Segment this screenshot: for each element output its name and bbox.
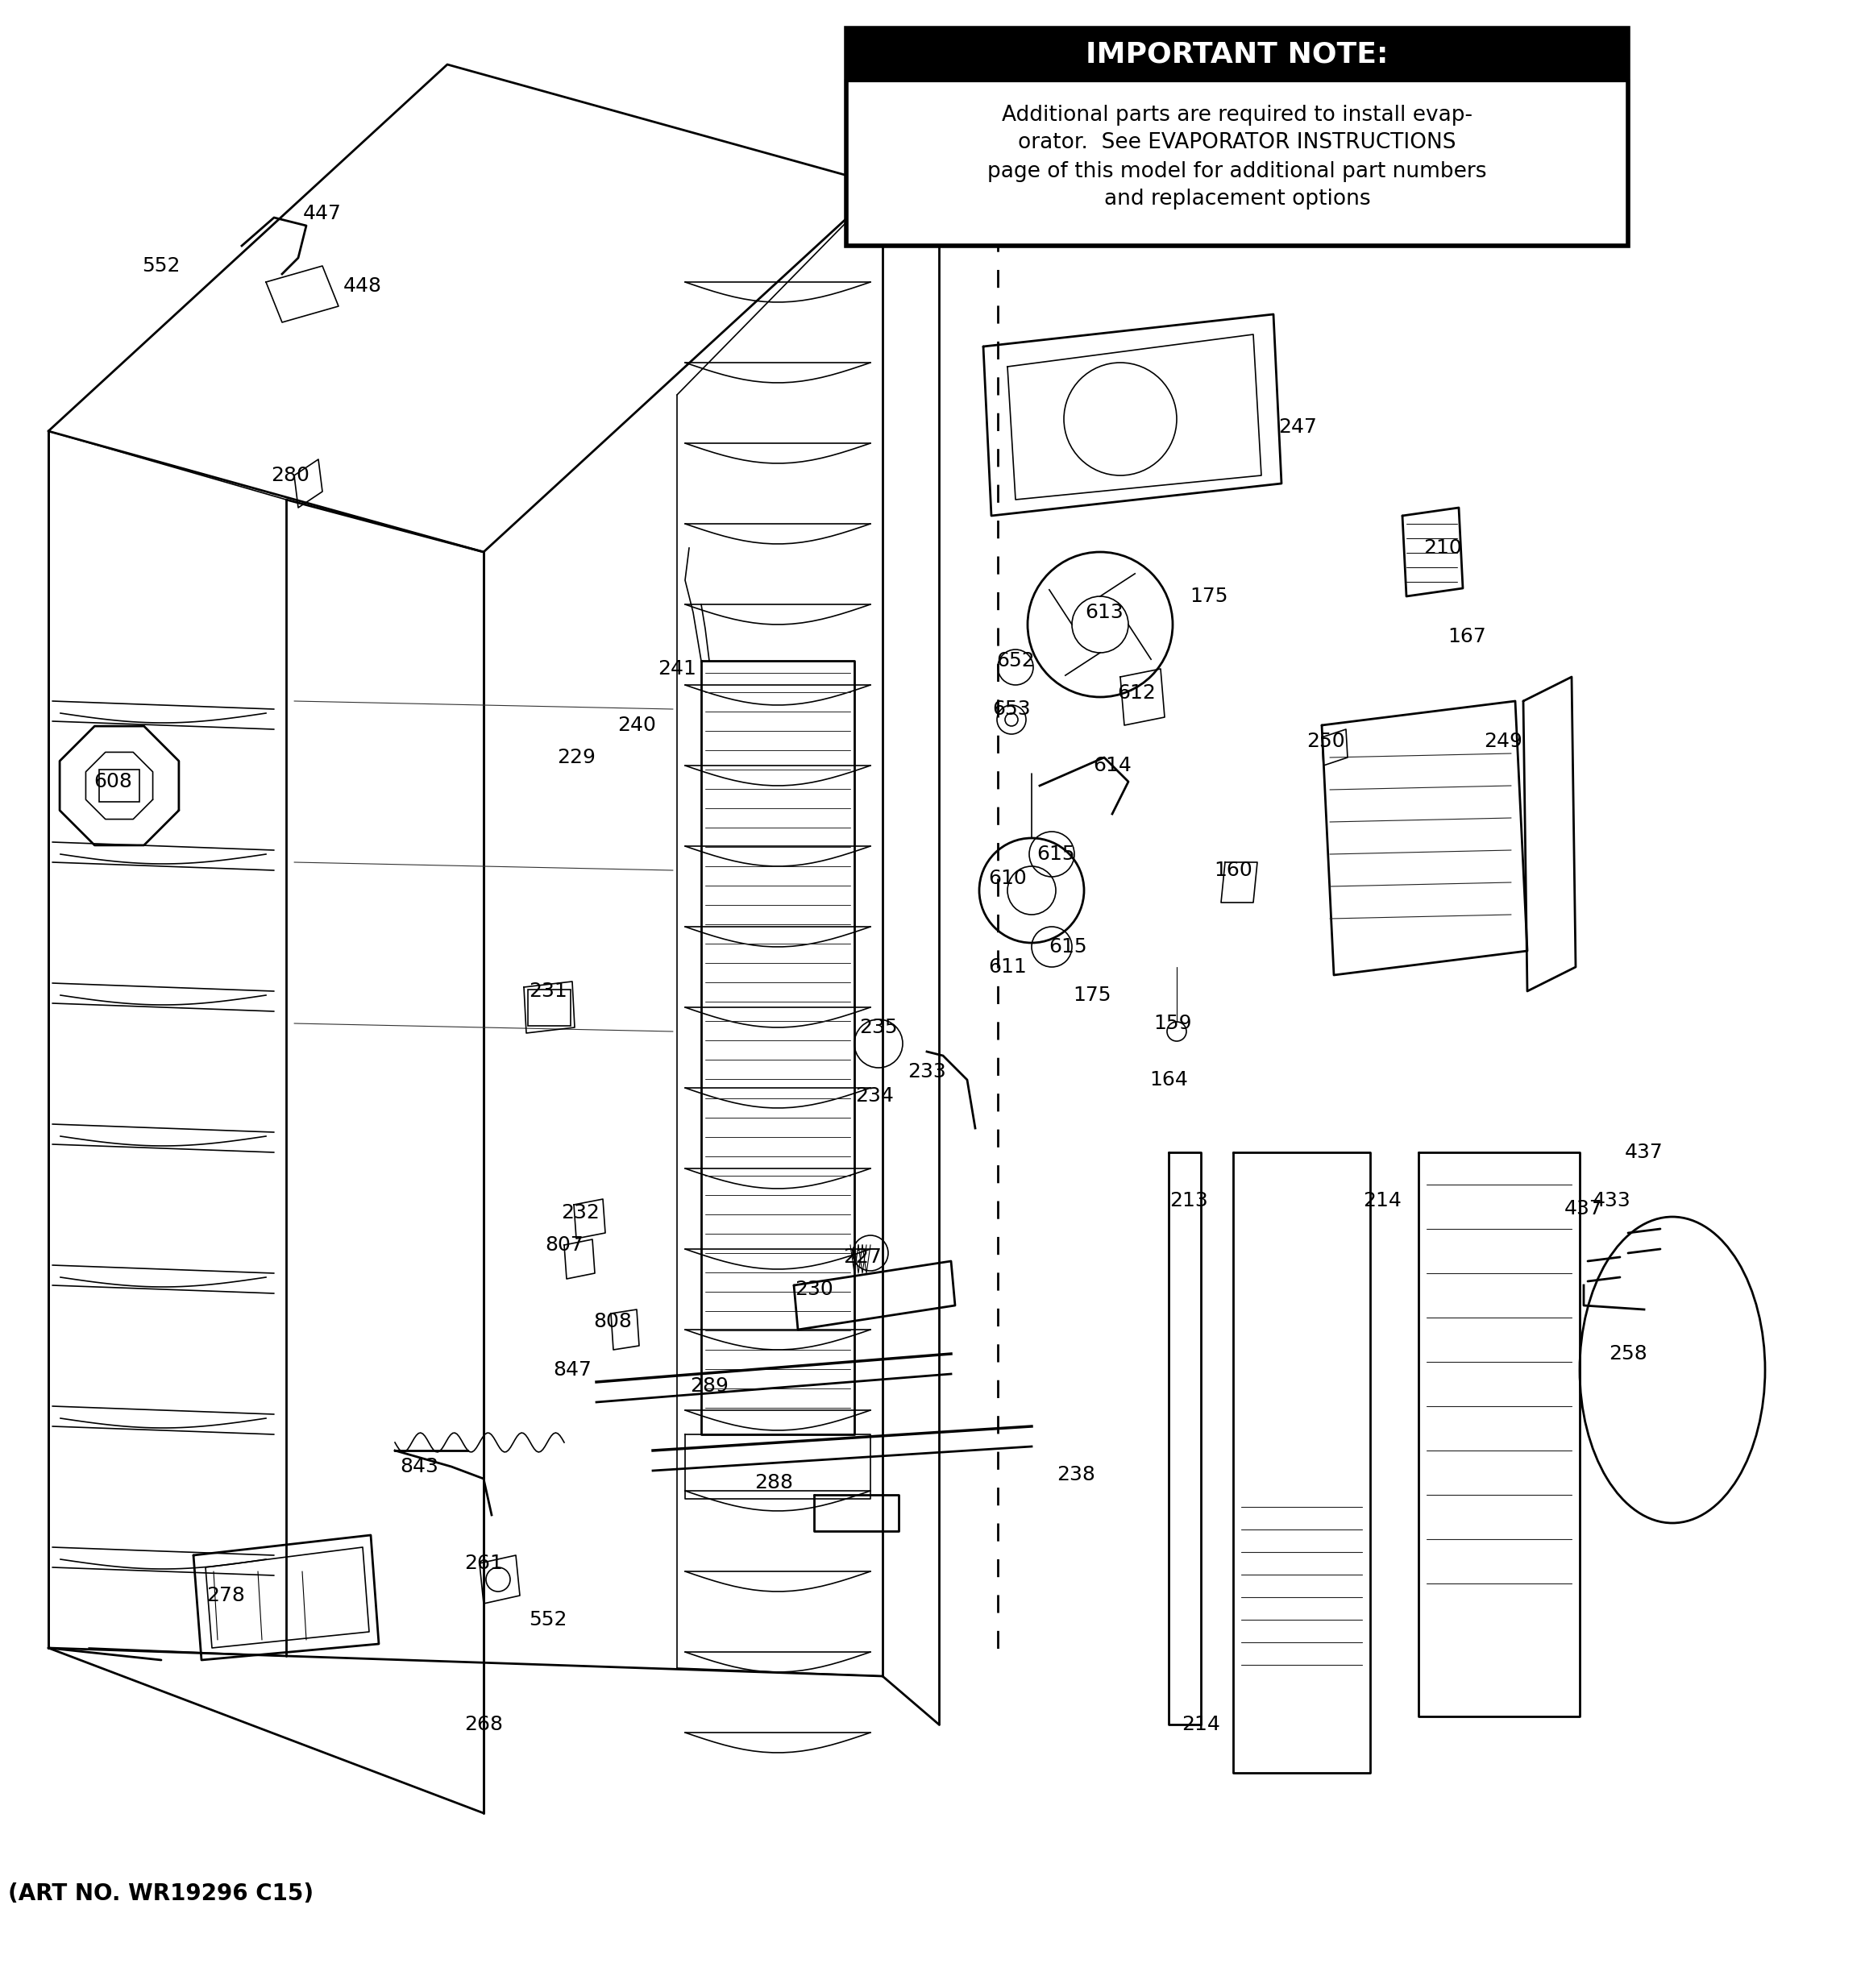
Text: 241: 241 (658, 660, 696, 678)
Text: 613: 613 (1085, 602, 1123, 622)
Text: 175: 175 (1190, 586, 1227, 606)
Text: 268: 268 (464, 1716, 504, 1734)
Text: 250: 250 (1307, 732, 1345, 751)
Text: 288: 288 (753, 1473, 793, 1493)
Text: 807: 807 (545, 1235, 584, 1254)
Text: 608: 608 (93, 771, 132, 791)
Text: 258: 258 (1609, 1344, 1647, 1364)
Text: 552: 552 (530, 1610, 567, 1630)
Text: 213: 213 (1169, 1191, 1209, 1211)
Bar (847, 28, 1628, 247)
Text: IMPORTANT NOTE:: IMPORTANT NOTE: (1085, 40, 1388, 68)
Text: 229: 229 (558, 747, 595, 767)
Text: 843: 843 (399, 1457, 438, 1477)
Text: 210: 210 (1423, 539, 1462, 559)
Text: 610: 610 (988, 869, 1028, 889)
Text: 615: 615 (1048, 936, 1087, 956)
Text: 227: 227 (843, 1246, 882, 1266)
Text: 232: 232 (561, 1203, 599, 1223)
Text: (ART NO. WR19296 C15): (ART NO. WR19296 C15) (9, 1883, 313, 1905)
Text: 437: 437 (1624, 1143, 1664, 1163)
Bar (847, 82, 1628, 247)
Text: 289: 289 (690, 1376, 729, 1396)
Bar (528, 990, 571, 1026)
Text: Additional parts are required to install evap-
orator.  See EVAPORATOR INSTRUCTI: Additional parts are required to install… (987, 103, 1486, 211)
Text: 447: 447 (304, 205, 341, 223)
Text: 175: 175 (1072, 986, 1112, 1004)
Bar (847, 28, 1628, 82)
Text: 234: 234 (856, 1085, 893, 1105)
Text: 238: 238 (1057, 1465, 1095, 1485)
Text: 247: 247 (1278, 417, 1317, 437)
Text: 214: 214 (1182, 1716, 1220, 1734)
Text: 433: 433 (1593, 1191, 1632, 1211)
Text: 280: 280 (270, 465, 310, 485)
Text: 164: 164 (1149, 1070, 1188, 1089)
Text: 230: 230 (794, 1280, 834, 1298)
Text: 214: 214 (1363, 1191, 1401, 1211)
Text: 611: 611 (988, 958, 1028, 976)
Text: 614: 614 (1093, 755, 1132, 775)
Text: 615: 615 (1037, 845, 1074, 865)
Text: 261: 261 (464, 1555, 504, 1573)
Text: 847: 847 (552, 1360, 591, 1380)
Text: 808: 808 (593, 1312, 632, 1332)
Text: 448: 448 (343, 276, 382, 296)
Text: 653: 653 (992, 700, 1031, 720)
Text: 612: 612 (1117, 684, 1156, 702)
Text: 240: 240 (617, 716, 656, 736)
Text: 160: 160 (1214, 861, 1253, 881)
Text: 249: 249 (1485, 732, 1522, 751)
Text: 231: 231 (530, 982, 567, 1000)
Text: 233: 233 (908, 1062, 946, 1081)
Text: 437: 437 (1565, 1199, 1602, 1219)
Text: 159: 159 (1154, 1014, 1192, 1034)
Text: 167: 167 (1447, 626, 1486, 646)
Text: 278: 278 (207, 1586, 244, 1604)
Text: 652: 652 (996, 652, 1035, 670)
Bar (99, 769, 140, 801)
Text: 235: 235 (860, 1018, 897, 1038)
Text: 552: 552 (142, 256, 181, 276)
